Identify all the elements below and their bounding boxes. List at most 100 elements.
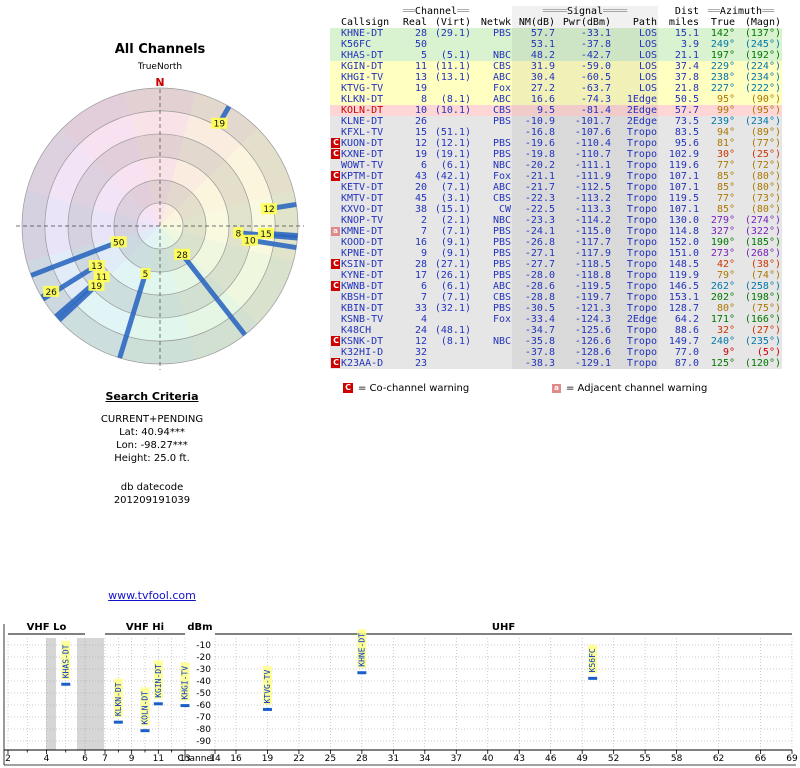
channel-tick-label: 31 bbox=[388, 754, 399, 764]
signal-path: Tropo bbox=[612, 149, 658, 160]
nm-db: -35.8 bbox=[512, 336, 556, 347]
virtual-channel: (32.1) bbox=[434, 303, 471, 314]
azimuth-true: 81° bbox=[716, 138, 735, 149]
channel-tick-label: 69 bbox=[786, 754, 798, 764]
callsign: KHGI-TV bbox=[341, 72, 384, 83]
network: CBS bbox=[492, 193, 511, 204]
virtual-channel: (11.1) bbox=[434, 61, 471, 72]
network: NBC bbox=[492, 336, 511, 347]
channel-tick-label: 25 bbox=[325, 754, 336, 764]
azimuth-true: 94° bbox=[716, 127, 735, 138]
distance-miles: 151.0 bbox=[668, 248, 699, 259]
azimuth-magnetic: (73°) bbox=[750, 193, 781, 204]
dbm-tick-label: -80 bbox=[196, 725, 211, 735]
tvfool-link[interactable]: www.tvfool.com bbox=[108, 589, 196, 602]
azimuth-magnetic: (258°) bbox=[744, 281, 781, 292]
channel-tick-label: 52 bbox=[608, 754, 619, 764]
pwr-dbm: -126.6 bbox=[556, 336, 612, 347]
network: CW bbox=[498, 204, 511, 215]
no-channel-band bbox=[77, 638, 104, 750]
distance-miles: 57.7 bbox=[674, 105, 699, 116]
nm-db: -21.1 bbox=[512, 171, 556, 182]
distance-miles: 37.8 bbox=[674, 72, 699, 83]
table-row: KETV-DT 20 (7.1) ABC -21.7 -112.5 Tropo 107.1 85… bbox=[330, 182, 782, 193]
network bbox=[472, 358, 512, 369]
network bbox=[472, 347, 512, 358]
real-channel: 19 bbox=[414, 83, 427, 94]
signal-marker bbox=[180, 704, 190, 708]
nm-db: -22.5 bbox=[512, 204, 556, 215]
pwr-dbm: -113.3 bbox=[556, 204, 612, 215]
pwr-dbm: -81.4 bbox=[556, 105, 612, 116]
header-decoration: ════ bbox=[542, 6, 567, 17]
network: PBS bbox=[492, 138, 511, 149]
radar-label-bg bbox=[43, 285, 60, 297]
azimuth-magnetic: (5°) bbox=[756, 347, 781, 358]
network: PBS bbox=[492, 248, 511, 259]
azimuth-magnetic: (90°) bbox=[750, 94, 781, 105]
table-row: K32HI-D 32 -37.8 -128.6 Tropo 77.0 9° (5°) bbox=[330, 347, 782, 358]
azimuth-true: 30° bbox=[716, 149, 735, 160]
callsign: KSNK-DT bbox=[341, 336, 384, 347]
pwr-dbm: -117.9 bbox=[556, 248, 612, 259]
azimuth-true: 229° bbox=[710, 61, 735, 72]
signal-path: Tropo bbox=[612, 226, 658, 237]
dbm-tick-label: -30 bbox=[196, 665, 211, 675]
real-channel: 19 bbox=[414, 149, 427, 160]
no-channel-band bbox=[46, 638, 56, 750]
radar-spoke bbox=[30, 239, 120, 278]
channel-tick-label: 58 bbox=[671, 754, 683, 764]
distance-miles: 102.9 bbox=[668, 149, 699, 160]
virtual-channel: (3.1) bbox=[440, 193, 471, 204]
table-row: KOOD-DT 16 (9.1) PBS -26.8 -117.7 Tropo 152.0 19… bbox=[330, 237, 782, 248]
network: Fox bbox=[492, 171, 511, 182]
virtual-channel: (6.1) bbox=[440, 281, 471, 292]
chart-callsign-bg bbox=[357, 629, 367, 668]
pwr-dbm: -37.8 bbox=[556, 39, 612, 50]
true-north-label: TrueNorth bbox=[137, 62, 183, 72]
channel-tick-label: 40 bbox=[482, 754, 494, 764]
signal-path: Tropo bbox=[612, 281, 658, 292]
virtual-channel: (15.1) bbox=[434, 204, 471, 215]
distance-miles: 77.0 bbox=[674, 347, 699, 358]
distance-miles: 95.6 bbox=[674, 138, 699, 149]
signal-path: Tropo bbox=[612, 160, 658, 171]
table-row: KNOP-TV 2 (2.1) NBC -23.3 -114.2 Tropo 130.0 279… bbox=[330, 215, 782, 226]
signal-path: Tropo bbox=[612, 270, 658, 281]
warn-cell bbox=[330, 83, 340, 94]
azimuth-magnetic: (25°) bbox=[750, 149, 781, 160]
table-row: C KSIN-DT 28 (27.1) PBS -27.7 -118.5 Tropo 148.5… bbox=[330, 259, 782, 270]
callsign: KOOD-DT bbox=[341, 237, 384, 248]
callsign: KWNB-DT bbox=[341, 281, 384, 292]
signal-path: 1Edge bbox=[612, 94, 658, 105]
signal-path: Tropo bbox=[612, 193, 658, 204]
radar-channel-label: 5 bbox=[143, 270, 149, 280]
azimuth-magnetic: (38°) bbox=[750, 259, 781, 270]
nm-db: -23.3 bbox=[512, 215, 556, 226]
dbm-tick-label: -50 bbox=[196, 689, 211, 699]
nm-db: -21.7 bbox=[512, 182, 556, 193]
channel-axis-label: Channel bbox=[178, 754, 215, 764]
chart-callsign-label: KOLN-DT bbox=[141, 691, 150, 725]
table-row: KHAS-DT 5 (5.1) NBC 48.2 -42.7 LOS 21.1 197° (192… bbox=[330, 50, 782, 61]
warn-cell: C bbox=[330, 149, 340, 160]
azimuth-magnetic: (166°) bbox=[744, 314, 781, 325]
distance-miles: 119.5 bbox=[668, 193, 699, 204]
azimuth-magnetic: (80°) bbox=[750, 204, 781, 215]
co-channel-warning-icon: C bbox=[331, 358, 340, 368]
nm-db: 30.4 bbox=[512, 72, 556, 83]
virtual-channel: (42.1) bbox=[434, 171, 471, 182]
distance-miles: 148.5 bbox=[668, 259, 699, 270]
radar-label-bg bbox=[258, 227, 275, 239]
pwr-dbm: -42.7 bbox=[556, 50, 612, 61]
radar-channel-label: 28 bbox=[176, 251, 188, 261]
radar-channel-label: 19 bbox=[214, 120, 226, 130]
real-channel: 7 bbox=[420, 292, 427, 303]
network: PBS bbox=[492, 28, 511, 39]
table-row: C KSNK-DT 12 (8.1) NBC -35.8 -126.6 Tropo 149.7 2… bbox=[330, 336, 782, 347]
virtual-channel: (8.1) bbox=[440, 336, 471, 347]
signal-path: 2Edge bbox=[612, 314, 658, 325]
real-channel: 28 bbox=[414, 28, 427, 39]
azimuth-true: 227° bbox=[710, 83, 735, 94]
co-channel-legend: C = Co-channel warning bbox=[343, 382, 469, 394]
